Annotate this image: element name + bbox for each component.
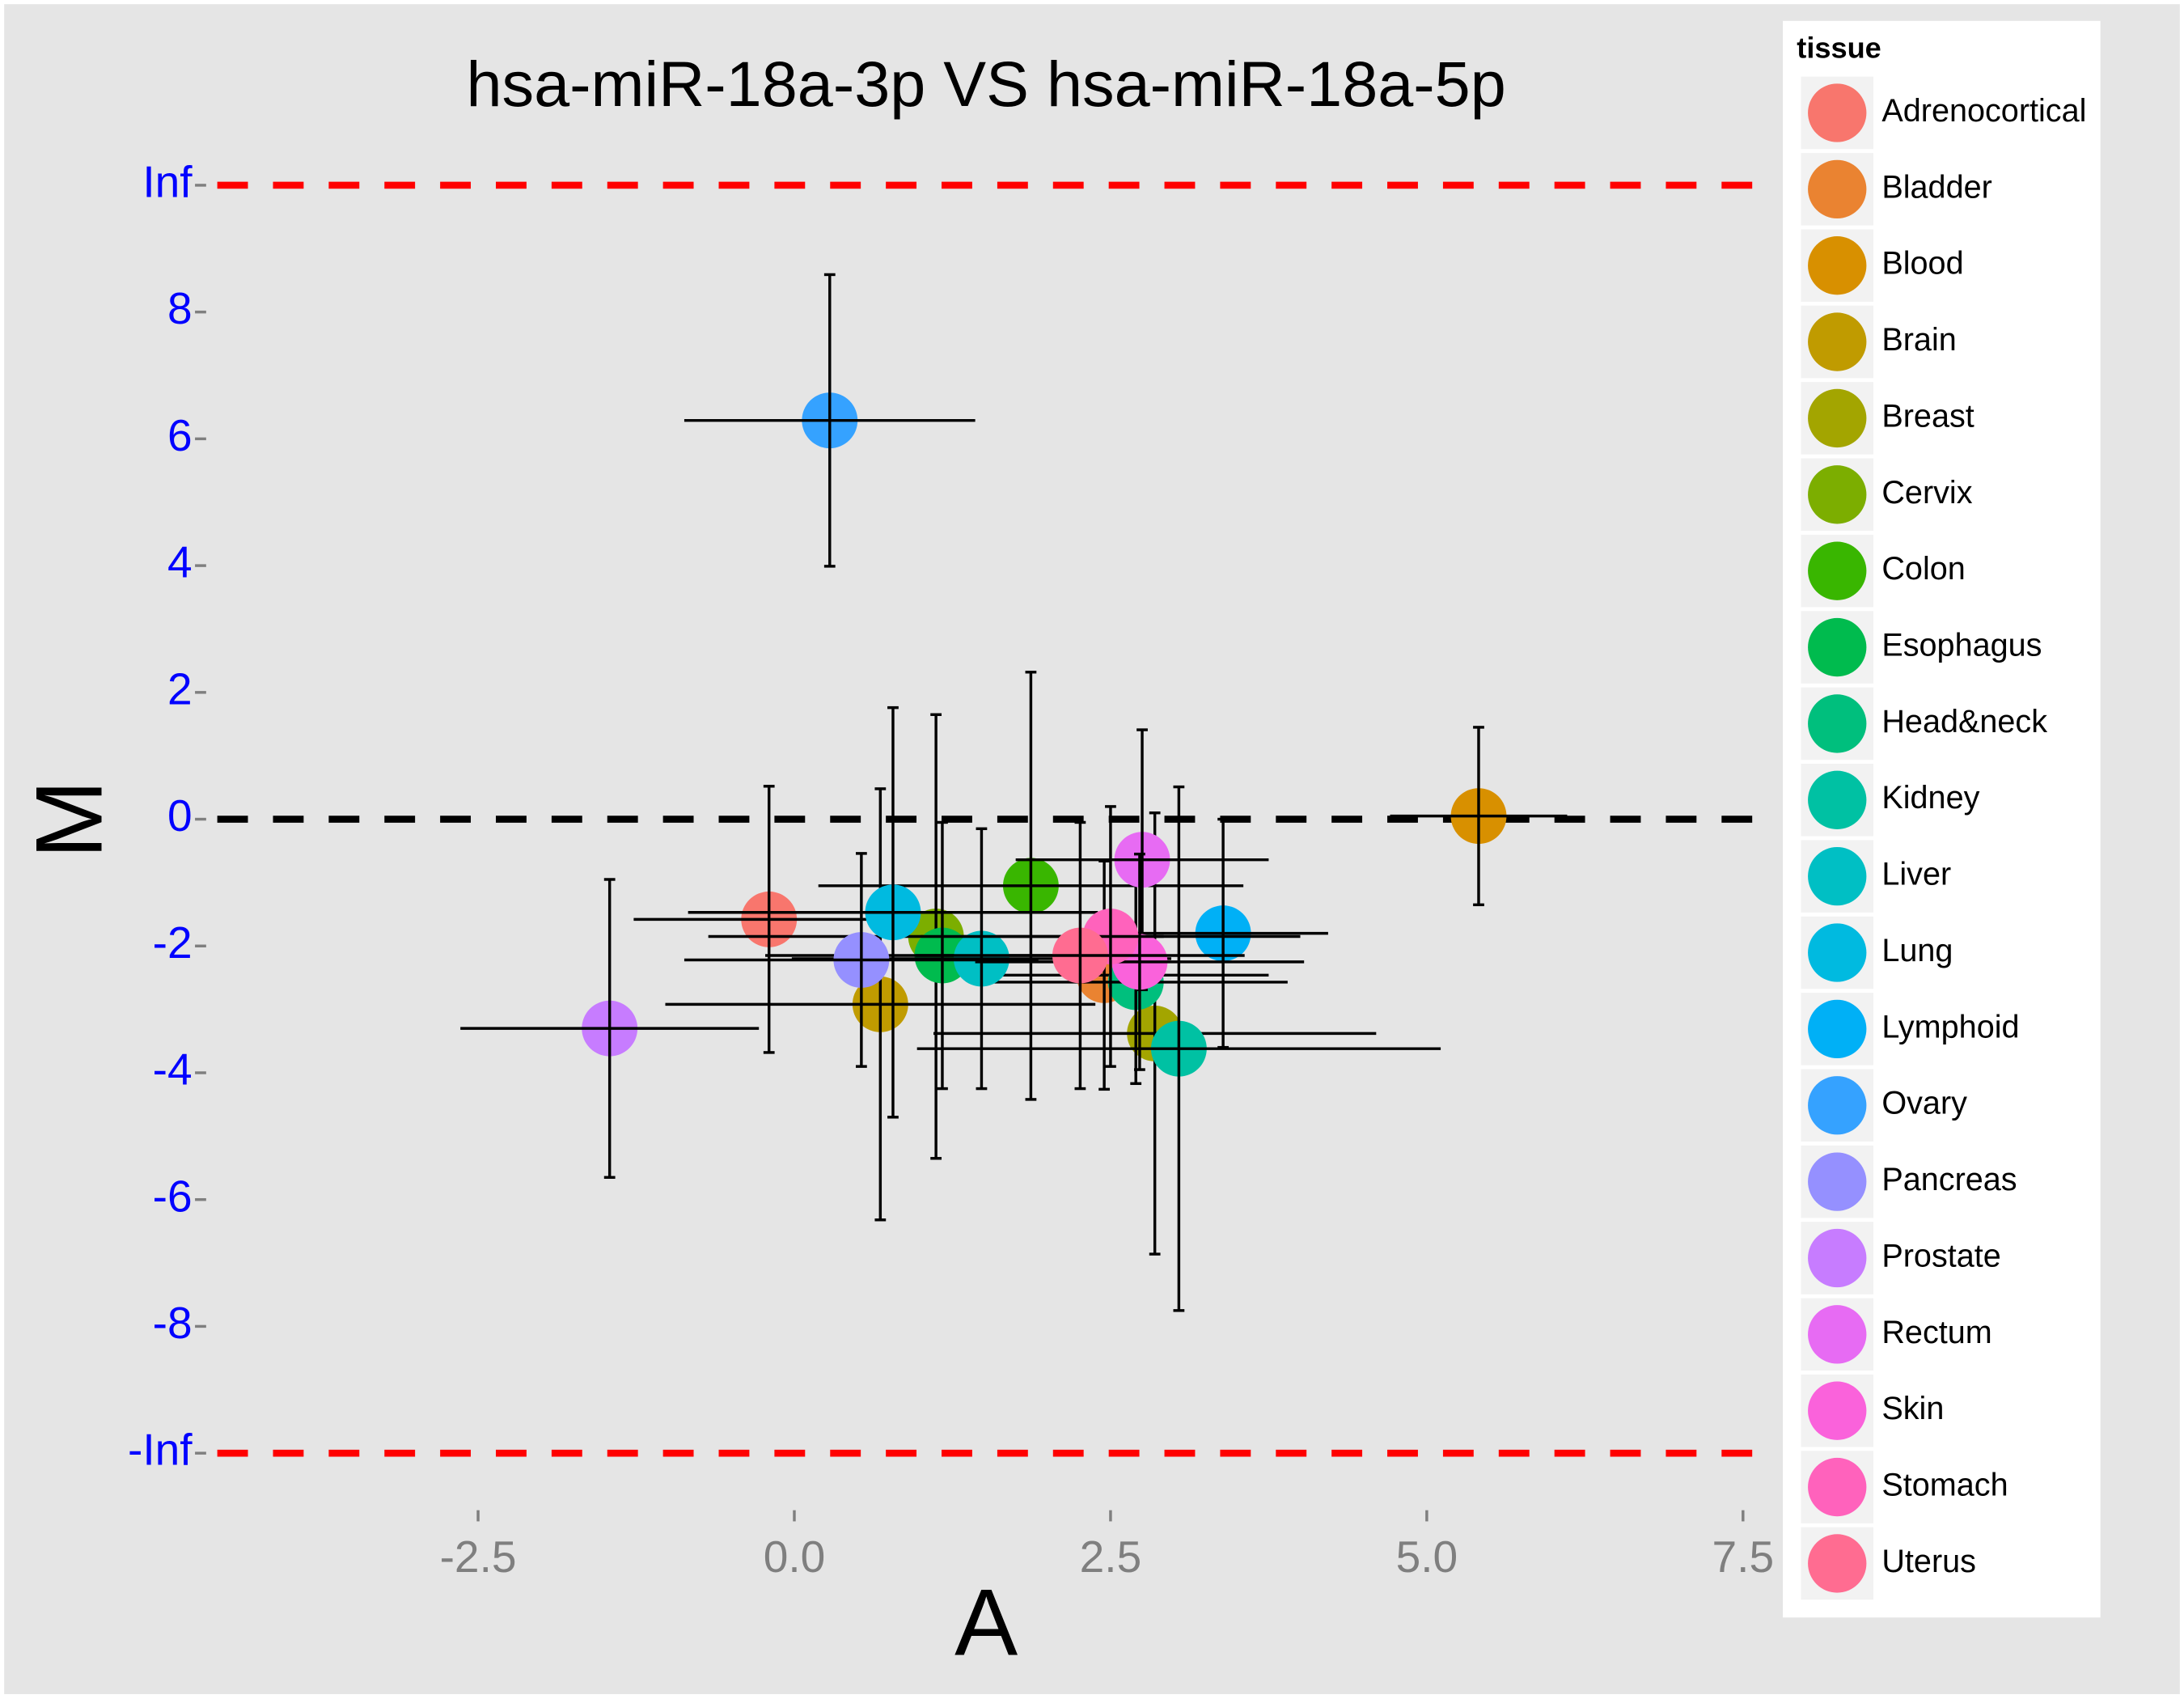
x-tick-label: 2.5 [1080, 1532, 1142, 1582]
y-axis-label: M [16, 780, 122, 859]
legend-label: Esophagus [1881, 628, 2042, 663]
legend-key [1808, 770, 1867, 829]
legend-label: Cervix [1881, 475, 1972, 511]
legend-key [1808, 999, 1867, 1059]
x-tick-label: 0.0 [764, 1532, 826, 1582]
legend-label: Lymphoid [1881, 1009, 2019, 1044]
legend-label: Stomach [1881, 1468, 2008, 1503]
y-tick-label: -8 [153, 1298, 193, 1348]
legend-label: Breast [1881, 398, 1974, 434]
legend-key [1808, 1305, 1867, 1364]
legend-key [1808, 617, 1867, 677]
legend-label: Liver [1881, 857, 1951, 892]
legend-key [1808, 541, 1867, 600]
legend-key [1808, 1152, 1867, 1211]
legend-key [1808, 1381, 1867, 1440]
y-tick-label: 2 [167, 663, 193, 714]
legend-label: Bladder [1881, 169, 1991, 205]
legend-label: Brain [1881, 322, 1956, 358]
legend-key [1808, 312, 1867, 371]
legend-title: tissue [1797, 32, 1881, 65]
legend-label: Skin [1881, 1391, 1944, 1426]
legend-label: Blood [1881, 246, 1963, 282]
legend-label: Adrenocortical [1881, 93, 2086, 129]
chart-title: hsa-miR-18a-3p VS hsa-miR-18a-5p [466, 48, 1505, 120]
y-tick-label: -4 [153, 1044, 193, 1095]
legend-key [1808, 1076, 1867, 1135]
legend-key [1808, 846, 1867, 906]
legend-key [1808, 388, 1867, 448]
legend-key [1808, 236, 1867, 295]
legend-label: Head&neck [1881, 704, 2047, 739]
legend-label: Prostate [1881, 1238, 2000, 1273]
legend-label: Kidney [1881, 780, 1979, 816]
x-tick-label: -2.5 [440, 1532, 517, 1582]
legend-key [1808, 1457, 1867, 1517]
y-tick-label: 8 [167, 283, 193, 333]
y-tick-label: -6 [153, 1171, 193, 1221]
x-axis-label: A [954, 1570, 1018, 1676]
x-tick-label: 5.0 [1396, 1532, 1458, 1582]
legend-key [1808, 923, 1867, 982]
x-tick-label: 7.5 [1712, 1532, 1775, 1582]
legend-key [1808, 465, 1867, 524]
legend-label: Lung [1881, 933, 1953, 968]
legend-key [1808, 83, 1867, 142]
legend-label: Colon [1881, 551, 1965, 587]
legend-key [1808, 159, 1867, 219]
legend-label: Ovary [1881, 1086, 1967, 1121]
y-tick-label: Inf [142, 157, 193, 207]
y-tick-label: -2 [153, 917, 193, 968]
y-tick-label: 4 [167, 537, 193, 587]
legend-key [1808, 1228, 1867, 1288]
y-tick-label: 0 [167, 790, 193, 841]
y-tick-label: 6 [167, 410, 193, 460]
y-tick-label: -Inf [128, 1425, 193, 1475]
legend-label: Pancreas [1881, 1162, 2017, 1197]
legend-key [1808, 694, 1867, 753]
legend-label: Rectum [1881, 1315, 1991, 1350]
legend-label: Uterus [1881, 1544, 1976, 1579]
legend-key [1808, 1534, 1867, 1593]
